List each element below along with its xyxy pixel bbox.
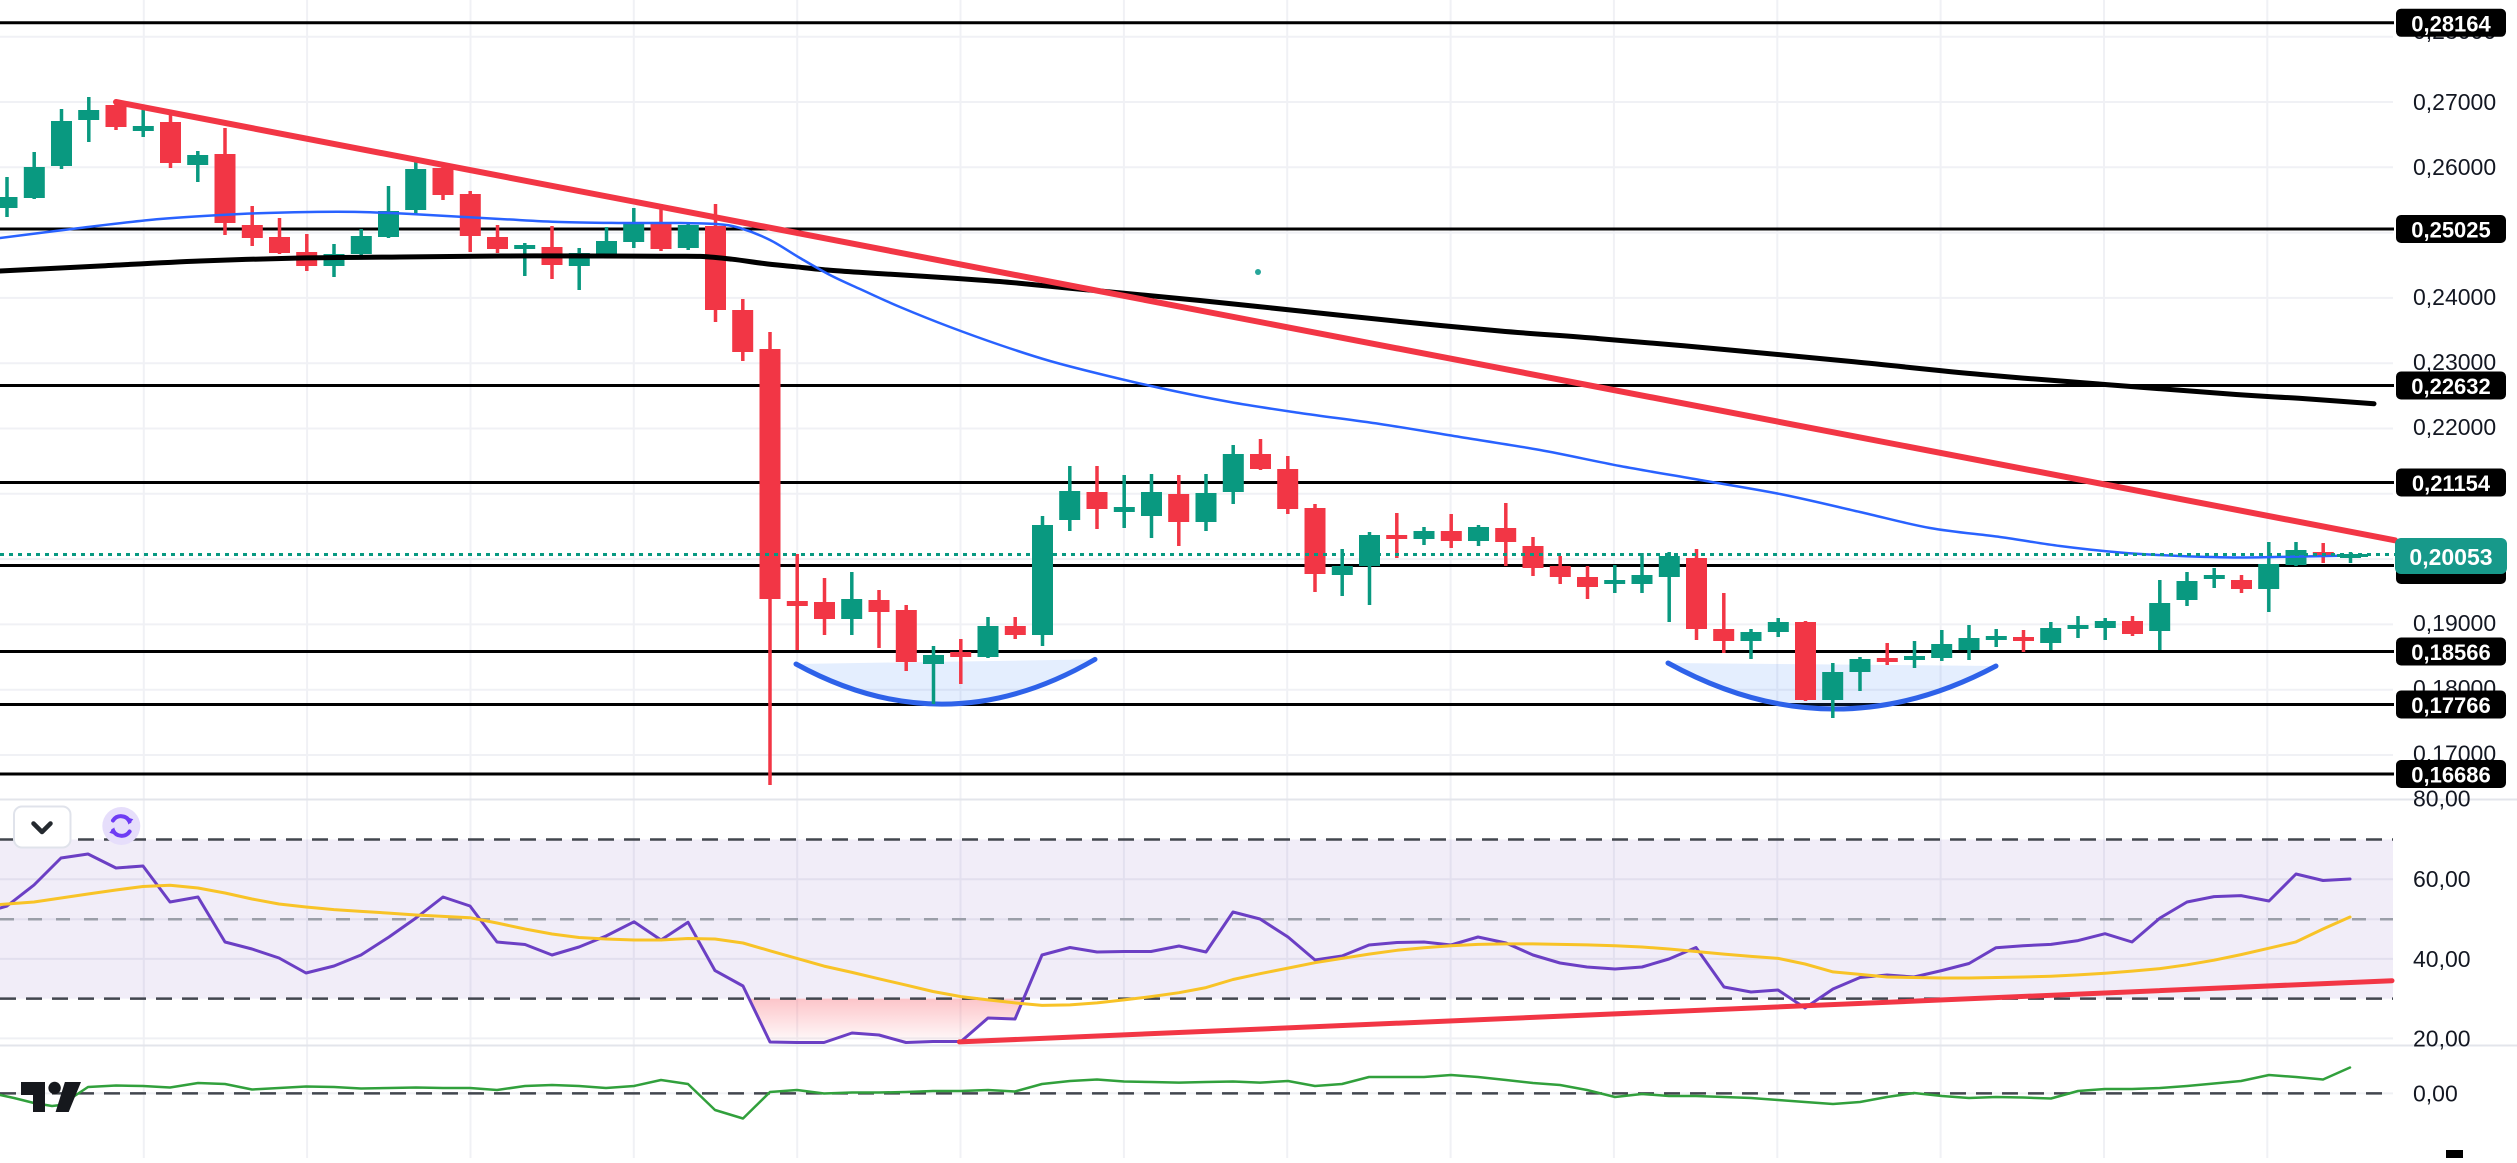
svg-text:80,00: 80,00 <box>2413 786 2471 812</box>
svg-text:0,23000: 0,23000 <box>2413 349 2496 375</box>
svg-text:0,00: 0,00 <box>2413 1080 2458 1106</box>
svg-text:40,00: 40,00 <box>2413 946 2471 972</box>
svg-text:0,28164: 0,28164 <box>2411 11 2491 36</box>
svg-text:0,22632: 0,22632 <box>2411 374 2491 399</box>
svg-text:0,26000: 0,26000 <box>2413 154 2496 180</box>
svg-text:0,21154: 0,21154 <box>2412 471 2491 496</box>
svg-text:0,19000: 0,19000 <box>2413 610 2496 636</box>
svg-text:0,22000: 0,22000 <box>2413 414 2496 440</box>
svg-text:0,16686: 0,16686 <box>2411 763 2491 788</box>
svg-text:20,00: 20,00 <box>2413 1025 2471 1051</box>
svg-text:60,00: 60,00 <box>2413 866 2471 892</box>
svg-text:0,24000: 0,24000 <box>2413 284 2496 310</box>
svg-text:0,20053: 0,20053 <box>2409 544 2492 570</box>
svg-text:0,18566: 0,18566 <box>2411 640 2491 665</box>
svg-text:0,17766: 0,17766 <box>2411 693 2491 718</box>
svg-text:0,27000: 0,27000 <box>2413 89 2496 115</box>
svg-text:0,25025: 0,25025 <box>2411 218 2491 243</box>
